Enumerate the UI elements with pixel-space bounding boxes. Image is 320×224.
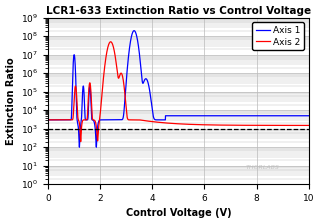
Axis 2 — [57, 118, 61, 121]
Axis 1 — [46, 118, 50, 121]
Axis 2 — [293, 124, 297, 127]
Y-axis label: Extinction Ratio: Extinction Ratio — [5, 57, 16, 145]
X-axis label: Control Voltage (V): Control Voltage (V) — [125, 209, 231, 218]
Title: LCR1-633 Extinction Ratio vs Control Voltage: LCR1-633 Extinction Ratio vs Control Vol… — [46, 6, 311, 15]
Axis 2 — [46, 118, 50, 121]
Axis 1 — [307, 114, 311, 117]
Axis 1 — [47, 118, 51, 121]
Axis 1 — [293, 114, 297, 117]
Axis 1 — [97, 119, 101, 122]
Axis 2 — [62, 118, 66, 121]
Legend: Axis 1, Axis 2: Axis 1, Axis 2 — [252, 22, 304, 50]
Axis 2 — [109, 41, 113, 43]
Axis 2 — [174, 122, 178, 125]
Line: Axis 2: Axis 2 — [48, 42, 309, 142]
Text: THORLABS: THORLABS — [246, 165, 280, 170]
Axis 1 — [57, 118, 61, 121]
Axis 2 — [79, 140, 83, 143]
Axis 2 — [47, 118, 51, 121]
Axis 1 — [62, 118, 66, 121]
Axis 2 — [97, 121, 101, 123]
Axis 1 — [94, 146, 98, 149]
Axis 1 — [174, 114, 178, 117]
Line: Axis 1: Axis 1 — [48, 31, 309, 147]
Axis 1 — [132, 29, 136, 32]
Axis 2 — [307, 124, 311, 127]
